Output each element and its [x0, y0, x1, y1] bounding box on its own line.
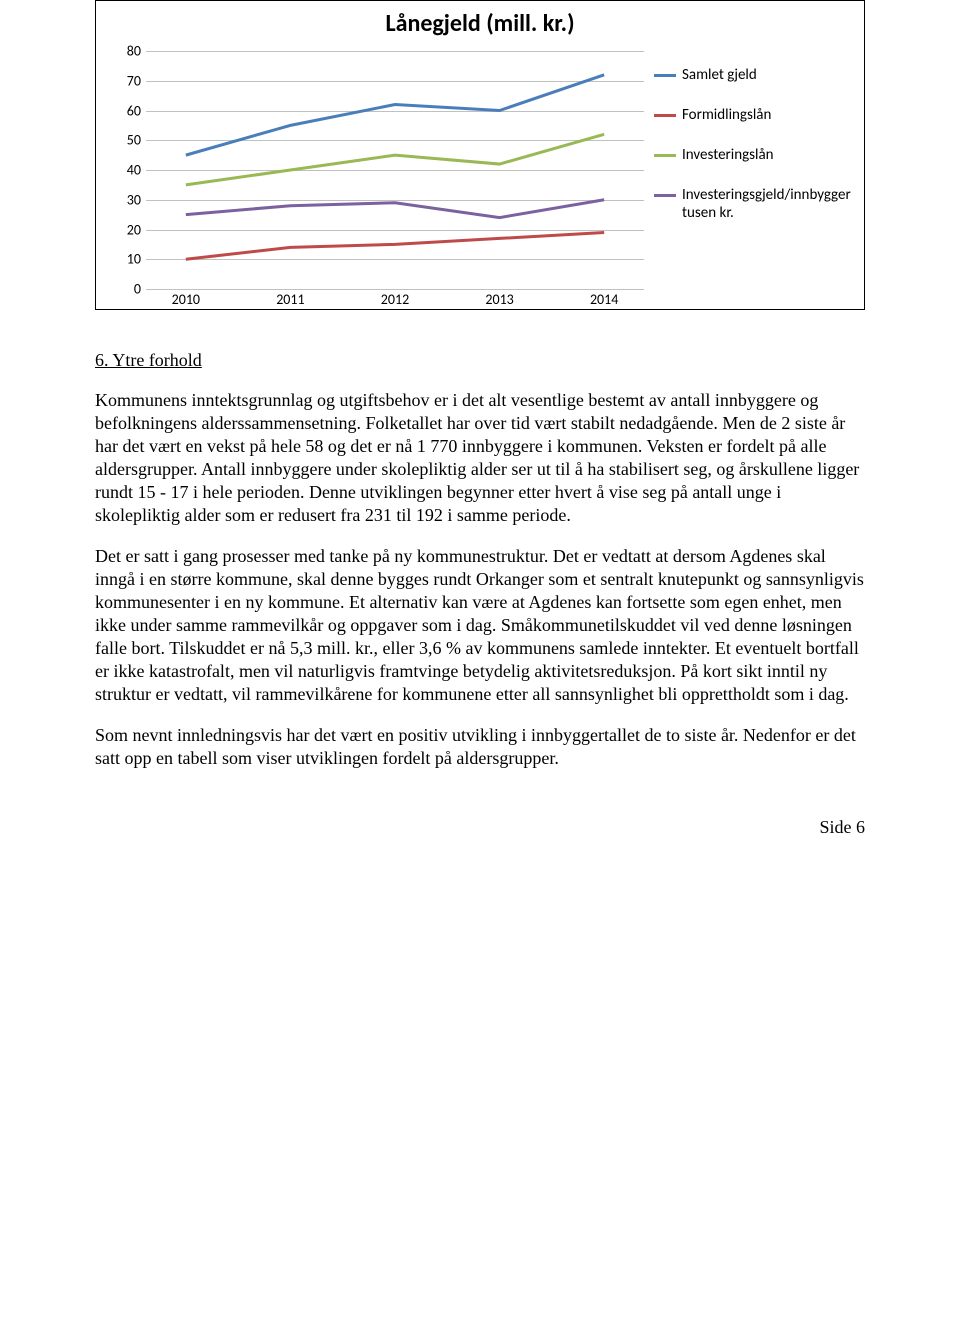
y-tick-label: 40: [116, 162, 141, 179]
y-tick-label: 20: [116, 221, 141, 238]
x-tick-label: 2013: [485, 291, 513, 308]
paragraph-2: Det er satt i gang prosesser med tanke p…: [95, 545, 865, 706]
legend-label: Samlet gjeld: [682, 66, 757, 84]
legend-swatch: [654, 114, 676, 117]
legend-swatch: [654, 74, 676, 77]
section-heading: 6. Ytre forhold: [95, 350, 865, 371]
y-tick-label: 80: [116, 43, 141, 60]
chart-plot: 01020304050607080 20102011201220132014: [146, 51, 644, 289]
y-tick-label: 70: [116, 72, 141, 89]
x-tick-label: 2011: [276, 291, 304, 308]
x-tick-label: 2012: [381, 291, 409, 308]
y-tick-label: 60: [116, 102, 141, 119]
series-line: [186, 232, 604, 259]
y-tick-label: 30: [116, 191, 141, 208]
page-footer: Side 6: [819, 817, 865, 838]
y-axis-labels: 01020304050607080: [116, 51, 141, 289]
chart-lines: [146, 51, 644, 289]
x-axis-labels: 2010 2011 2012 2013 2014: [146, 291, 644, 311]
paragraph-3: Som nevnt innledningsvis har det vært en…: [95, 724, 865, 770]
chart-title: Lånegjeld (mill. kr.): [96, 9, 864, 38]
legend-label: Investeringslån: [682, 146, 774, 164]
paragraph-1: Kommunens inntektsgrunnlag og utgiftsbeh…: [95, 389, 865, 527]
legend-item: Investeringslån: [654, 146, 844, 164]
series-line: [186, 200, 604, 218]
y-tick-label: 10: [116, 251, 141, 268]
legend-item: Samlet gjeld: [654, 66, 844, 84]
y-tick-label: 0: [116, 281, 141, 298]
legend-item: Investeringsgjeld/innbygger tusen kr.: [654, 186, 844, 222]
x-tick-label: 2010: [172, 291, 200, 308]
legend-label: Formidlingslån: [682, 106, 771, 124]
x-tick-label: 2014: [590, 291, 618, 308]
chart-legend: Samlet gjeld Formidlingslån Investeringslå…: [654, 66, 844, 299]
chart-container: Lånegjeld (mill. kr.) 01020304050607080 …: [95, 0, 865, 310]
legend-item: Formidlingslån: [654, 106, 844, 124]
legend-label: Investeringsgjeld/innbygger tusen kr.: [682, 186, 851, 222]
legend-swatch: [654, 154, 676, 157]
legend-swatch: [654, 194, 676, 197]
y-tick-label: 50: [116, 132, 141, 149]
series-line: [186, 75, 604, 155]
series-line: [186, 134, 604, 185]
